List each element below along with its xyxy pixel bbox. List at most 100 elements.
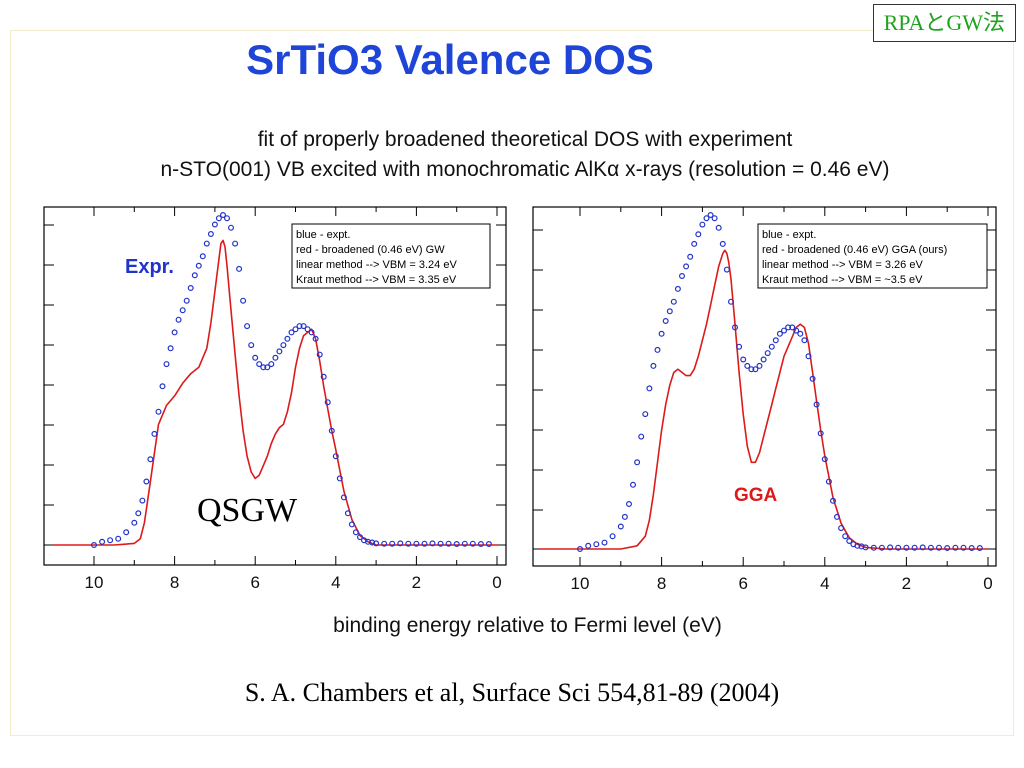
citation: S. A. Chambers et al, Surface Sci 554,81…: [244, 678, 780, 707]
expt-point: [727, 298, 734, 305]
x-tick-label: 0: [492, 573, 501, 592]
x-tick-label: 2: [412, 573, 421, 592]
legend-entry: red - broadened (0.46 eV) GGA (ours): [762, 244, 947, 256]
expt-point: [878, 544, 885, 551]
expt-point: [699, 221, 706, 228]
expt-point: [715, 224, 722, 231]
expt-point: [768, 343, 775, 350]
x-tick-label: 4: [331, 573, 340, 592]
slide-frame: [10, 30, 1014, 736]
x-tick-label: 6: [250, 573, 259, 592]
legend-entry: linear method --> VBM = 3.26 eV: [762, 259, 923, 271]
expt-point: [352, 529, 359, 536]
x-axis-label: binding energy relative to Fermi level (…: [333, 614, 722, 637]
expt-point: [911, 544, 918, 551]
expt-point: [862, 544, 869, 551]
expt-point: [312, 335, 319, 342]
expt-point: [707, 212, 714, 219]
expt-point: [336, 475, 343, 482]
expt-point: [224, 215, 231, 222]
expt-point: [666, 308, 673, 315]
expt-point: [115, 535, 122, 542]
expt-point: [952, 544, 959, 551]
expt-point: [107, 537, 114, 544]
expt-point: [191, 272, 198, 279]
legend-entry: blue - expt.: [762, 229, 816, 241]
expt-point: [135, 510, 142, 517]
x-tick-label: 8: [657, 574, 666, 593]
expt-point: [147, 456, 154, 463]
expt-point: [469, 540, 476, 547]
corner-tag: RPAとGW法: [872, 4, 1016, 42]
expt-point: [870, 544, 877, 551]
expt-point: [650, 362, 657, 369]
expt-point: [357, 534, 364, 541]
expt-point: [687, 253, 694, 260]
expt-point: [175, 316, 182, 323]
legend-entry: linear method --> VBM = 3.24 eV: [296, 259, 457, 271]
expt-point: [453, 540, 460, 547]
expt-point: [437, 540, 444, 547]
expt-point: [276, 348, 283, 355]
expt-point: [785, 324, 792, 331]
expt-point: [244, 323, 251, 330]
expt-point: [817, 430, 824, 437]
expt-point: [252, 354, 259, 361]
expt-point: [809, 375, 816, 382]
expt-point: [797, 330, 804, 337]
expt-point: [369, 539, 376, 546]
expt-point: [895, 544, 902, 551]
x-tick-label: 6: [738, 574, 747, 593]
expt-point: [634, 459, 641, 466]
expt-point: [90, 541, 97, 548]
expt-point: [621, 513, 628, 520]
expt-point: [960, 544, 967, 551]
expt-point: [123, 529, 130, 536]
expt-point: [151, 430, 158, 437]
x-tick-label: 2: [902, 574, 911, 593]
expt-point: [780, 327, 787, 334]
expt-point: [320, 373, 327, 380]
expt-point: [340, 494, 347, 501]
expt-point: [829, 497, 836, 504]
x-tick-label: 8: [170, 573, 179, 592]
expt-point: [691, 240, 698, 247]
expt-point: [678, 273, 685, 280]
expt-point: [220, 212, 227, 219]
expt-point: [292, 326, 299, 333]
x-tick-label: 10: [571, 574, 590, 593]
expt-point: [308, 329, 315, 336]
expt-point: [842, 533, 849, 540]
expt-point: [731, 324, 738, 331]
expt-point: [846, 537, 853, 544]
expt-point: [789, 324, 796, 331]
expt-point: [776, 330, 783, 337]
expt-point: [328, 427, 335, 434]
expt-point: [821, 456, 828, 463]
expt-point: [903, 544, 910, 551]
expt-point: [740, 356, 747, 363]
expt-point: [719, 240, 726, 247]
expt-point: [296, 323, 303, 330]
expt-point: [764, 350, 771, 357]
expt-point: [131, 519, 138, 526]
expt-point: [670, 298, 677, 305]
expt-point: [629, 481, 636, 488]
expt-point: [397, 540, 404, 547]
expt-point: [756, 362, 763, 369]
expt-point: [760, 356, 767, 363]
legend-entry: red - broadened (0.46 eV) GW: [296, 244, 445, 256]
expt-point: [211, 221, 218, 228]
expt-point: [365, 538, 372, 545]
expt-point: [887, 544, 894, 551]
expt-point: [155, 408, 162, 415]
expt-point: [195, 262, 202, 269]
expt-point: [617, 523, 624, 530]
legend-entry: blue - expt.: [296, 229, 350, 241]
expt-point: [159, 383, 166, 390]
expt-point: [260, 364, 267, 371]
expt-point: [654, 346, 661, 353]
expt-point: [801, 337, 808, 344]
legend-entry: Kraut method --> VBM = 3.35 eV: [296, 274, 457, 286]
